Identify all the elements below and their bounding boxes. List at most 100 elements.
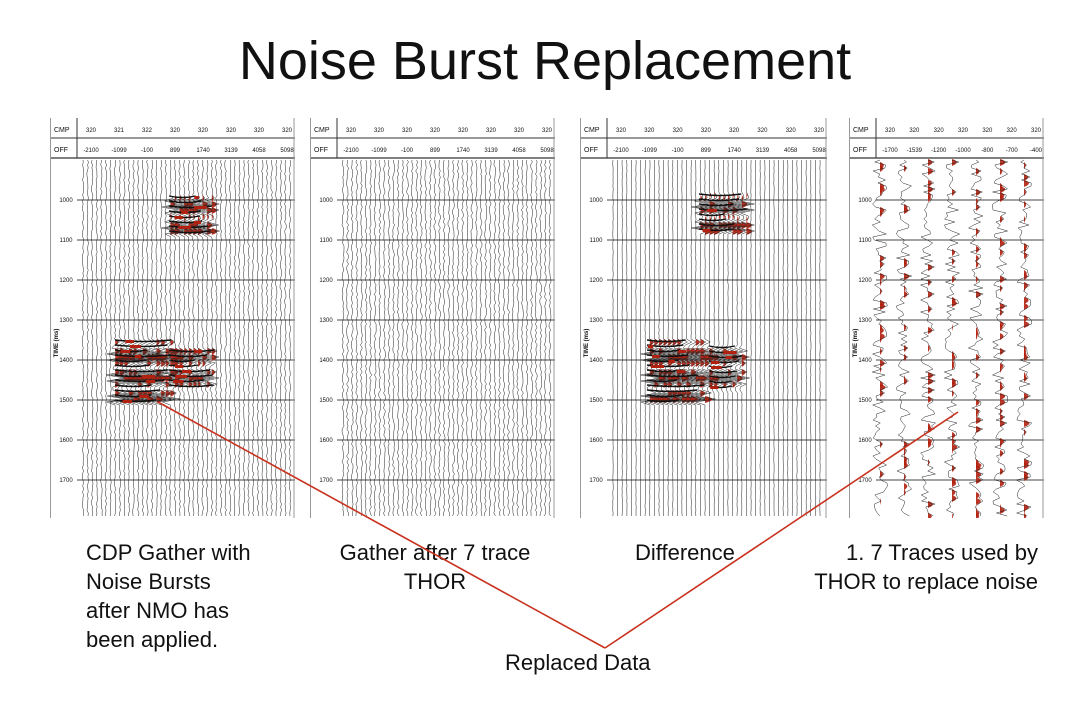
time-tick-label: 1600 — [858, 438, 872, 444]
trace-fill — [952, 495, 957, 502]
traces-panel: CMP OFF 320 320 320 320 320 320 320 -1700 -1539 -12… — [849, 118, 1044, 518]
noise-burst-stroke — [698, 198, 740, 202]
seismic-trace — [737, 160, 756, 516]
seismic-trace — [672, 159, 693, 517]
seismic-trace — [110, 159, 130, 517]
trace-fill — [1000, 186, 1006, 193]
cmp-label: CMP — [314, 127, 330, 134]
trace-fill — [700, 360, 705, 367]
off-tick-label: 1740 — [456, 148, 470, 154]
replaced-data-label: Replaced Data — [505, 650, 651, 675]
off-tick-label: 1740 — [196, 148, 210, 154]
noise-burst-stroke — [114, 399, 156, 403]
cmp-tick-label: 320 — [430, 128, 441, 134]
caption-line: CDP Gather with — [86, 540, 251, 565]
time-tick-label: 1700 — [589, 478, 603, 484]
seismic-trace — [341, 159, 345, 516]
off-tick-label: -1000 — [955, 148, 971, 154]
trace-fill — [880, 273, 885, 280]
seismic-trace — [242, 159, 246, 517]
noise-burst-fill — [178, 226, 192, 229]
seismic-trace — [109, 159, 112, 517]
trace-fill — [156, 339, 160, 346]
noise-burst-stroke — [168, 384, 214, 388]
noise-burst-fill — [650, 365, 665, 368]
seismic-trace — [115, 159, 135, 517]
off-tick-label: 899 — [701, 148, 712, 154]
trace-fill — [976, 255, 979, 262]
seismic-trace — [525, 159, 529, 517]
trace-fill — [1000, 393, 1006, 400]
seismic-trace — [452, 159, 455, 517]
trace-fill — [1000, 420, 1005, 427]
trace-fill — [1024, 354, 1028, 361]
seismic-trace — [871, 159, 889, 517]
noise-burst-stroke — [168, 205, 212, 209]
trace-fill — [976, 513, 980, 518]
trace-fill — [976, 198, 978, 205]
trace-fill — [1000, 159, 1006, 166]
seismic-trace — [151, 159, 172, 517]
seismic-trace — [215, 159, 218, 517]
noise-burst-fill — [174, 365, 184, 368]
thor-caption: Gather after 7 trace THOR — [320, 538, 550, 596]
seismic-trace — [649, 159, 670, 517]
noise-burst-stroke — [646, 394, 683, 398]
trace-fill — [1000, 240, 1005, 247]
off-tick-label: -700 — [1006, 148, 1019, 154]
trace-fill — [880, 210, 883, 217]
trace-fill — [188, 213, 191, 220]
trace-fill — [1000, 285, 1002, 292]
trace-fill — [1000, 507, 1005, 514]
seismic-trace — [252, 159, 255, 517]
cmp-tick-label: 320 — [254, 128, 265, 134]
thor-gather-panel: CMP OFF 320 320 320 320 320 320 320 320 -2100 -1099… — [310, 118, 555, 518]
cmp-tick-label: 321 — [114, 128, 125, 134]
trace-fill — [1024, 462, 1029, 469]
seismic-trace — [498, 160, 501, 517]
seismic-plot: CMP OFF 320 320 320 320 320 320 320 320 -2100 -1099… — [311, 118, 555, 518]
seismic-trace — [360, 159, 363, 517]
trace-fill — [976, 276, 978, 283]
seismic-trace — [288, 159, 292, 517]
trace-fill — [686, 348, 692, 355]
trace-fill — [976, 477, 982, 484]
trace-fill — [904, 207, 909, 214]
noise-burst-stroke — [708, 375, 736, 379]
trace-fill — [211, 213, 213, 220]
trace-fill — [1024, 393, 1029, 400]
noise-burst-stroke — [646, 389, 698, 393]
trace-fill — [732, 213, 734, 220]
noise-burst-stroke — [168, 374, 213, 378]
seismic-trace — [507, 159, 510, 517]
time-tick-label: 1100 — [320, 238, 334, 244]
trace-fill — [904, 378, 908, 385]
trace-fill — [880, 165, 884, 172]
off-label: OFF — [853, 147, 867, 154]
time-axis-label: TIME (ms) — [853, 329, 859, 358]
cmp-label: CMP — [584, 127, 600, 134]
noise-burst-stroke — [698, 213, 725, 217]
trace-fill — [976, 333, 978, 340]
trace-fill — [976, 492, 980, 499]
cmp-tick-label: 320 — [814, 128, 825, 134]
noise-burst-fill — [181, 211, 189, 214]
trace-fill — [700, 348, 706, 355]
noise-burst-stroke — [698, 223, 735, 227]
seismic-trace — [530, 159, 533, 517]
noise-burst-stroke — [168, 195, 196, 199]
seismic-trace — [943, 159, 961, 517]
noise-burst-stroke — [114, 354, 171, 358]
traces-caption: 1. 7 Traces used by THOR to replace nois… — [768, 538, 1038, 596]
seismic-trace — [369, 159, 372, 517]
off-tick-label: 5098 — [812, 148, 826, 154]
trace-fill — [976, 411, 978, 418]
cmp-tick-label: 320 — [729, 128, 740, 134]
trace-fill — [976, 372, 979, 379]
noise-burst-stroke — [646, 354, 689, 358]
trace-fill — [952, 249, 956, 256]
noise-burst-stroke — [168, 364, 199, 368]
trace-fill — [1000, 348, 1004, 355]
noise-burst-fill — [194, 196, 200, 199]
noise-burst-fill — [711, 366, 722, 369]
